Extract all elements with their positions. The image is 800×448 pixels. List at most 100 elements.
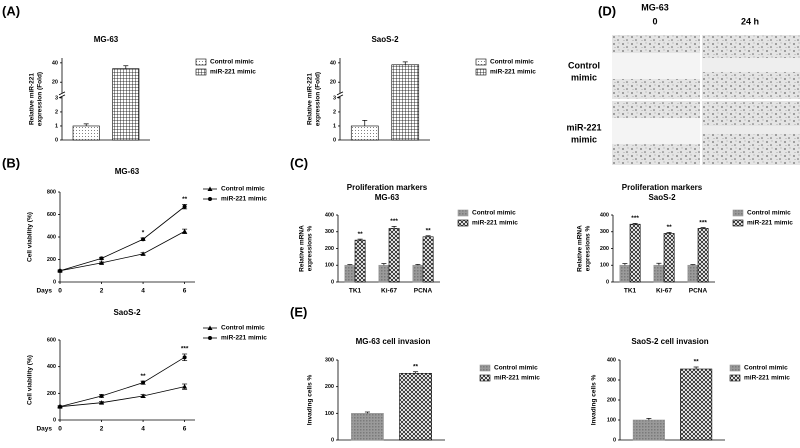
column-label: 24 h xyxy=(741,16,759,26)
y-tick-label: 0 xyxy=(333,137,336,143)
x-tick-label: 4 xyxy=(141,288,145,295)
y-tick-label: 100 xyxy=(325,411,334,417)
y-axis-label: Relative mRNA xyxy=(577,225,584,272)
y-tick-label: 200 xyxy=(47,257,56,263)
y-tick-label: 400 xyxy=(47,234,56,240)
chart-title: SaoS-2 xyxy=(371,35,399,44)
significance: ** xyxy=(358,231,364,238)
x-tick-label: 2 xyxy=(100,426,104,433)
legend-label: miR-221 mimic xyxy=(221,335,267,342)
y-tick-label: 100 xyxy=(607,417,616,423)
legend-swatch xyxy=(732,219,744,227)
x-tick-label: 4 xyxy=(141,426,145,433)
legend-label: miR-221 mimic xyxy=(490,69,536,76)
wound-gap xyxy=(612,118,700,144)
y-tick-label: 400 xyxy=(325,212,334,218)
y-axis-label: Relative miR-221 xyxy=(29,73,36,125)
x-tick-label: PCNA xyxy=(689,288,708,295)
y-axis-label: Cell viability (%) xyxy=(27,212,34,262)
point xyxy=(99,260,105,265)
y-tick-label: 0 xyxy=(331,437,334,443)
legend-marker xyxy=(208,197,212,201)
point xyxy=(182,204,187,209)
point xyxy=(58,268,62,273)
bar xyxy=(687,264,699,283)
y-tick-label: 20 xyxy=(330,80,336,86)
y-axis-label: Relative mRNA xyxy=(299,225,306,272)
significance: ** xyxy=(182,196,188,203)
legend-swatch xyxy=(475,68,487,76)
legend-label: Control mimic xyxy=(494,365,538,372)
bar xyxy=(422,236,434,283)
y-tick-label: 2 xyxy=(55,109,58,115)
y-tick-label: 1 xyxy=(55,123,58,129)
panel-label: (B) xyxy=(2,155,20,170)
wound-gap xyxy=(702,126,800,134)
significance: ** xyxy=(667,224,673,231)
legend-label: Control mimic xyxy=(744,365,788,372)
y-tick-label: 300 xyxy=(325,357,334,363)
y-tick-label: 40 xyxy=(52,60,58,66)
significance: *** xyxy=(631,215,639,222)
point xyxy=(141,380,146,385)
legend-label: miR-221 mimic xyxy=(494,375,540,382)
axis-break xyxy=(58,94,66,99)
axis-break xyxy=(336,91,344,96)
legend-swatch xyxy=(729,374,741,382)
y-axis-label: expression (Fold) xyxy=(37,72,44,126)
panel-label: (A) xyxy=(2,3,20,18)
legend-swatch xyxy=(479,374,491,382)
legend-label: Control mimic xyxy=(210,59,254,66)
y-axis-label: expression (Fold) xyxy=(315,72,322,126)
point xyxy=(140,251,146,256)
legend-label: Control mimic xyxy=(221,325,265,332)
legend-label: Control mimic xyxy=(472,210,516,217)
legend-swatch xyxy=(457,209,469,217)
point xyxy=(182,228,188,234)
series-line xyxy=(59,231,185,272)
legend-label: Control mimic xyxy=(221,186,265,193)
y-tick-label: 400 xyxy=(47,364,56,370)
y-tick-label: 0 xyxy=(55,137,58,143)
bar xyxy=(72,125,100,141)
wound-images: MG-63 0 24 h Control mimic miR-221 mimic xyxy=(566,2,800,165)
chart-title: MG-63 cell invasion xyxy=(356,337,431,346)
panel-label: (E) xyxy=(290,304,307,319)
series-line xyxy=(59,386,185,408)
y-tick-label: 300 xyxy=(600,229,609,235)
bar xyxy=(112,68,140,141)
y-axis-label: expressions % xyxy=(307,226,314,272)
legend-marker xyxy=(208,336,212,340)
point xyxy=(182,384,188,389)
panel-label: (C) xyxy=(290,155,308,170)
chart-title: MG-63 xyxy=(115,167,140,176)
point xyxy=(141,237,146,242)
bar xyxy=(697,228,709,283)
chart-subtitle: MG-63 xyxy=(375,193,400,202)
y-tick-label: 3 xyxy=(55,95,58,101)
row-label: Control xyxy=(568,60,600,70)
y-tick-label: 300 xyxy=(325,229,334,235)
y-tick-label: 300 xyxy=(607,377,616,383)
wound-gap xyxy=(702,58,800,72)
x-tick-label: 0 xyxy=(58,288,62,295)
chart-title: Proliferation markers xyxy=(622,183,703,192)
y-tick-label: 400 xyxy=(600,212,609,218)
x-tick-label: 6 xyxy=(183,426,187,433)
row-label: mimic xyxy=(571,134,597,144)
row-label: mimic xyxy=(571,72,597,82)
legend-swatch xyxy=(479,364,491,372)
chart-title: SaoS-2 cell invasion xyxy=(631,337,708,346)
y-tick-label: 20 xyxy=(52,80,58,86)
significance: ** xyxy=(426,227,432,234)
bar xyxy=(344,264,356,283)
legend-swatch xyxy=(195,68,207,76)
y-tick-label: 2 xyxy=(333,109,336,115)
bar xyxy=(629,223,641,283)
x-tick-label: Ki-67 xyxy=(656,288,672,295)
x-axis-label: Days xyxy=(36,426,52,433)
significance: *** xyxy=(390,218,398,225)
image-title: MG-63 xyxy=(641,2,669,12)
significance: ** xyxy=(413,363,419,370)
